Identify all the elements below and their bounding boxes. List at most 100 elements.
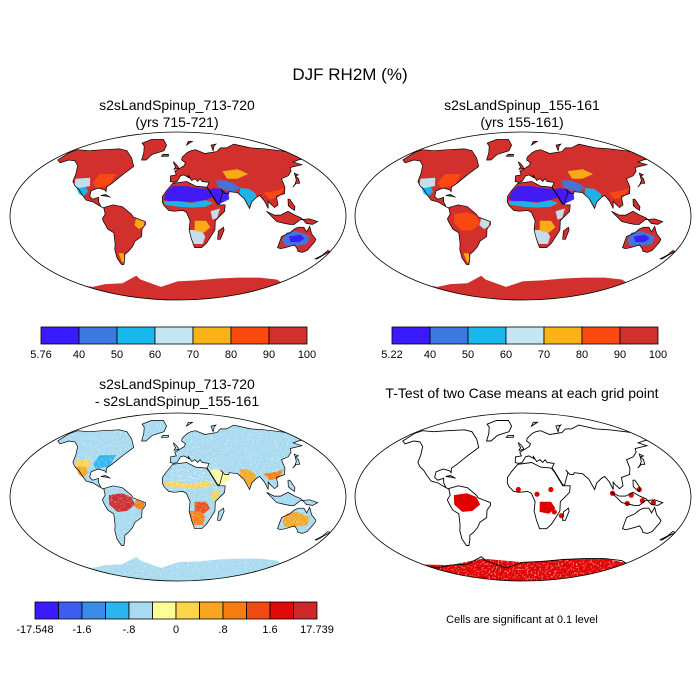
map-b-coast-nv [555,143,562,152]
map-a-land-nz [314,250,331,259]
map-a-region-iran [215,180,241,192]
map-b-region-sahara [508,186,560,202]
map-b-region-mexico [420,185,434,197]
map-a-coast-au [277,225,317,253]
cbar-a-tick-label: 40 [73,349,85,361]
map-c-coast-id [266,491,319,506]
map-d-coast-sv [530,421,539,428]
cbar-a-tick-label: 100 [298,349,316,361]
map-b-land-id [611,211,663,225]
panel2-subtitle: (yrs 155-161) [480,114,564,130]
map-b-region-aus_core [633,234,650,243]
map-b-land-nz [659,250,676,259]
map-d-sig-patch [548,486,554,493]
map-a-region-centasia [222,169,249,179]
map-d-coast-id [611,491,664,506]
cbar-c-box-9 [246,601,271,620]
map-c-speckle-eu [170,425,307,490]
map-c-frame [9,412,347,582]
map-a-land-ph [288,199,295,211]
map-a-region-sw_africa [189,230,206,244]
panel3-title: s2sLandSpinup_713-720 [99,376,255,392]
map-d-sig-patch [534,491,540,497]
map-c-coast-eu [169,424,308,491]
map-b-coast-sv [530,140,539,147]
cbar-c-box-5 [152,601,177,620]
map-b-coast-id [611,210,664,225]
map-a-coast-mg [217,226,225,240]
significance-note: Cells are significant at 0.1 level [446,614,598,626]
map-d-land-uk [518,442,524,451]
map-b-region-sahel [508,200,559,208]
map-a-region-sahara [163,186,215,202]
cbar-c-box-10 [269,601,294,620]
map-c-coast-jp [292,453,301,469]
map-b-coast-cu [445,194,456,198]
map-c-coast-uk [172,441,180,451]
map-c-coast-na [57,429,135,490]
cbar-b-box-3 [505,326,545,345]
map-b-coast-eu [514,143,653,210]
cbar-b-tick-label: 60 [500,349,512,361]
panel1-map [9,131,347,301]
cbar-c-box-8 [222,601,247,620]
map-c-coast-sa [102,485,146,546]
map-a-land-an [67,275,283,300]
map-c-coast-gl [141,420,167,442]
map-d-land-au [622,507,661,534]
map-a-coast-eu [169,143,308,210]
map-b-region-se_asia [608,188,630,200]
map-d-land-mg [562,508,570,521]
map-d-sig-sc_africa [539,501,556,514]
panel3-colorbar: -17.548 -1.6 -.8 0 .8 1.6 17.739 [16,601,334,636]
cbar-c-box-0 [34,601,59,620]
map-a-land-gl [141,139,167,160]
cbar-b-box-1 [429,326,469,345]
map-a-region-aus_core [288,234,305,243]
map-c-speckle-uk [173,442,179,451]
cbar-a-box-4 [192,326,232,345]
panel2-title: s2sLandSpinup_155-161 [444,97,600,113]
map-d-sig-patch [551,509,557,515]
cbar-a-box-1 [78,326,118,345]
map-a-coast-id [266,210,319,225]
cbar-c-box-7 [199,601,224,620]
map-c-speckle-mg [217,508,225,521]
map-a-region-sahel [163,200,214,208]
map-a-region-sw_us [74,177,91,188]
map-a-region-sc_africa [194,220,211,233]
map-a-land-uk [173,161,179,170]
map-a-region-se_asia [263,188,285,200]
cbar-a-box-3 [154,326,194,345]
map-a-coast-sa [102,204,146,265]
cbar-a-tick-label: 50 [111,349,123,361]
map-d-coast-af [506,462,571,530]
cbar-c-box-6 [175,601,200,620]
cbar-b-tick-label: 50 [462,349,474,361]
map-b-land-ph [633,199,640,211]
cbar-b-box-4 [543,326,583,345]
map-a-coast-nv [210,143,217,152]
map-b-land-mg [562,227,570,240]
panel2-colorbar: 5.22 40 50 60 70 80 90 100 [381,326,667,361]
map-d-coast-uk [517,441,525,451]
map-b-land-an [412,275,628,300]
map-c-speckle-au [277,507,316,534]
map-d-land-nz [659,531,676,540]
map-d-land-id [611,492,663,506]
map-a-region-mexico [75,185,89,197]
map-c-speckle-id [266,492,318,506]
map-b-region-centasia [567,169,594,179]
map-a-frame [9,131,347,301]
panel2-map [354,131,692,301]
map-b-coast-jp [637,172,646,188]
cbar-a-tick-label: 70 [187,349,199,361]
map-d-sig-patch [515,486,521,493]
map-c-coast-nv [210,424,217,433]
map-d-sig-patch [650,500,657,506]
map-b-region-iran [560,180,586,192]
cbar-c-tick-label: 0 [173,624,179,636]
cbar-c-box-3 [105,601,130,620]
map-c-coast-au [277,506,317,534]
